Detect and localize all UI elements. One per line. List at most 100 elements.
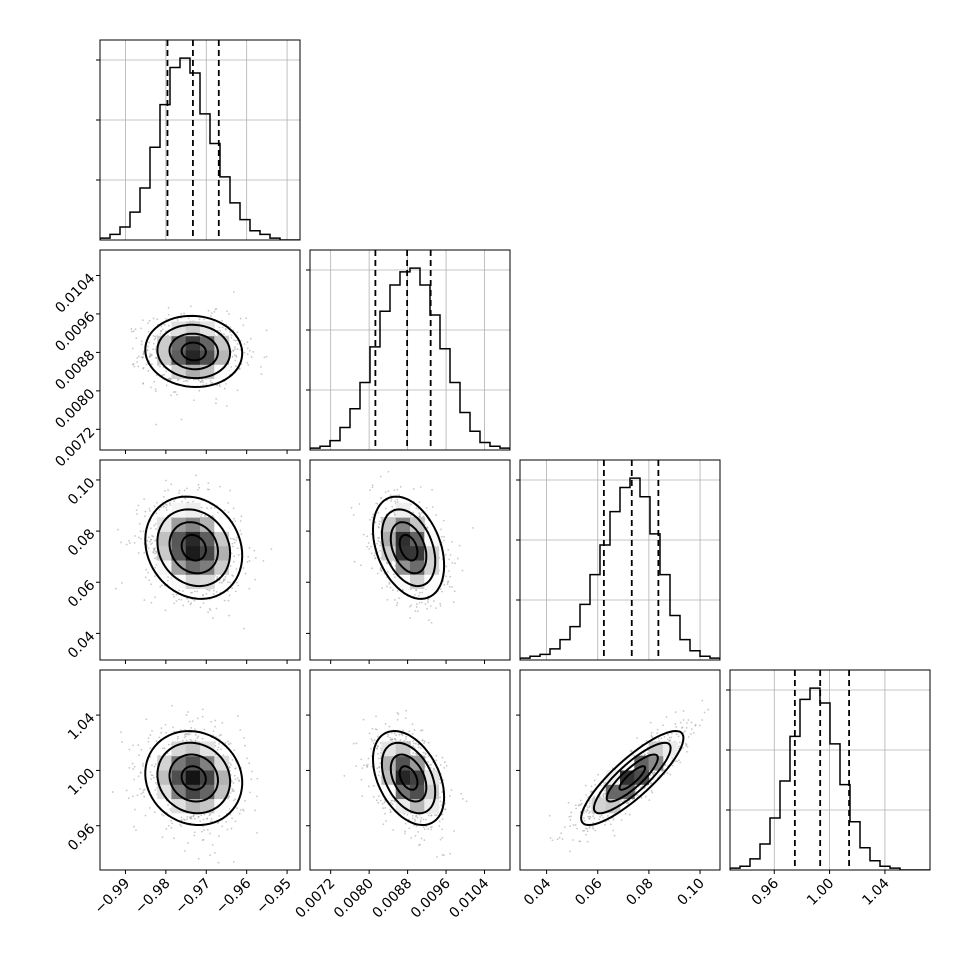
scatter-point bbox=[424, 603, 427, 605]
scatter-point bbox=[374, 552, 377, 555]
scatter-point bbox=[161, 328, 164, 331]
scatter-point bbox=[153, 765, 156, 768]
scatter-point bbox=[137, 504, 140, 507]
scatter-point bbox=[140, 327, 142, 330]
scatter-point bbox=[421, 729, 424, 731]
scatter-point bbox=[412, 740, 414, 742]
scatter-point bbox=[221, 319, 223, 322]
scatter-point bbox=[128, 540, 130, 542]
scatter-point bbox=[427, 761, 429, 764]
scatter-point bbox=[395, 604, 398, 607]
scatter-point bbox=[216, 575, 219, 578]
scatter-point bbox=[193, 599, 196, 602]
scatter-point bbox=[218, 383, 221, 386]
scatter-point bbox=[119, 731, 122, 734]
scatter-point bbox=[125, 789, 128, 792]
scatter-point bbox=[248, 762, 251, 765]
scatter-point bbox=[648, 777, 651, 780]
scatter-point bbox=[372, 513, 375, 516]
scatter-point bbox=[233, 749, 236, 752]
scatter-point bbox=[139, 530, 142, 533]
scatter-point bbox=[227, 511, 230, 514]
scatter-point bbox=[413, 742, 415, 745]
scatter-point bbox=[389, 736, 392, 739]
scatter-point bbox=[472, 527, 474, 529]
scatter-point bbox=[163, 373, 166, 376]
scatter-point bbox=[130, 328, 133, 330]
scatter-point bbox=[145, 718, 148, 721]
scatter-point bbox=[215, 607, 218, 610]
scatter-point bbox=[167, 824, 170, 827]
scatter-point bbox=[172, 726, 174, 729]
scatter-point bbox=[460, 792, 462, 795]
scatter-point bbox=[248, 559, 251, 562]
scatter-point bbox=[254, 557, 257, 559]
scatter-point bbox=[230, 334, 233, 337]
scatter-point bbox=[450, 789, 453, 792]
density-cell bbox=[381, 531, 397, 547]
scatter-point bbox=[192, 500, 194, 503]
scatter-point bbox=[199, 606, 202, 609]
scatter-point bbox=[152, 550, 155, 553]
scatter-point bbox=[372, 742, 375, 745]
scatter-point bbox=[179, 729, 182, 731]
scatter-point bbox=[186, 732, 188, 735]
scatter-point bbox=[203, 813, 206, 816]
scatter-point bbox=[231, 759, 234, 761]
scatter-point bbox=[687, 719, 690, 721]
scatter-point bbox=[375, 799, 378, 802]
scatter-point bbox=[414, 834, 417, 837]
scatter-point bbox=[173, 595, 176, 598]
scatter-point bbox=[398, 597, 400, 600]
scatter-point bbox=[150, 774, 153, 777]
scatter-point bbox=[371, 484, 374, 487]
scatter-point bbox=[378, 520, 381, 523]
scatter-point bbox=[161, 747, 164, 750]
scatter-point bbox=[189, 305, 192, 308]
density-cell bbox=[200, 321, 215, 337]
scatter-point bbox=[620, 800, 623, 802]
scatter-point bbox=[159, 330, 162, 333]
scatter-point bbox=[132, 795, 134, 798]
scatter-point bbox=[690, 733, 692, 736]
scatter-point bbox=[227, 599, 230, 602]
scatter-point bbox=[202, 818, 205, 821]
scatter-point bbox=[144, 510, 147, 513]
scatter-point bbox=[254, 809, 257, 812]
scatter-point bbox=[193, 831, 196, 834]
panel-frame bbox=[99, 459, 301, 661]
scatter-point bbox=[235, 767, 237, 770]
scatter-point bbox=[221, 581, 223, 584]
scatter-point bbox=[250, 770, 253, 773]
scatter-point bbox=[226, 310, 228, 313]
scatter-point bbox=[147, 345, 149, 348]
scatter-point bbox=[136, 356, 139, 359]
scatter-point bbox=[211, 843, 214, 846]
scatter-point bbox=[173, 500, 175, 502]
scatter-point bbox=[127, 797, 130, 800]
scatter-point bbox=[367, 542, 370, 544]
scatter-point bbox=[235, 354, 238, 357]
scatter-point bbox=[670, 732, 673, 735]
panel-frame bbox=[729, 669, 931, 871]
scatter-point bbox=[153, 548, 156, 551]
scatter-point bbox=[379, 742, 382, 744]
scatter-point bbox=[438, 820, 441, 823]
scatter-point bbox=[377, 801, 380, 804]
scatter-point bbox=[132, 744, 134, 747]
scatter-point bbox=[425, 507, 428, 509]
scatter-point bbox=[142, 353, 145, 356]
scatter-point bbox=[263, 356, 266, 359]
scatter-point bbox=[422, 515, 425, 518]
scatter-point bbox=[229, 792, 232, 794]
scatter-point bbox=[366, 535, 369, 538]
scatter-point bbox=[361, 795, 364, 798]
scatter-point bbox=[265, 355, 268, 358]
scatter-point bbox=[440, 535, 443, 538]
scatter-point bbox=[383, 801, 386, 804]
scatter-point bbox=[150, 354, 153, 356]
scatter-point bbox=[448, 558, 450, 561]
scatter-point bbox=[443, 854, 445, 857]
scatter-point bbox=[381, 802, 384, 805]
scatter-point bbox=[202, 825, 204, 828]
